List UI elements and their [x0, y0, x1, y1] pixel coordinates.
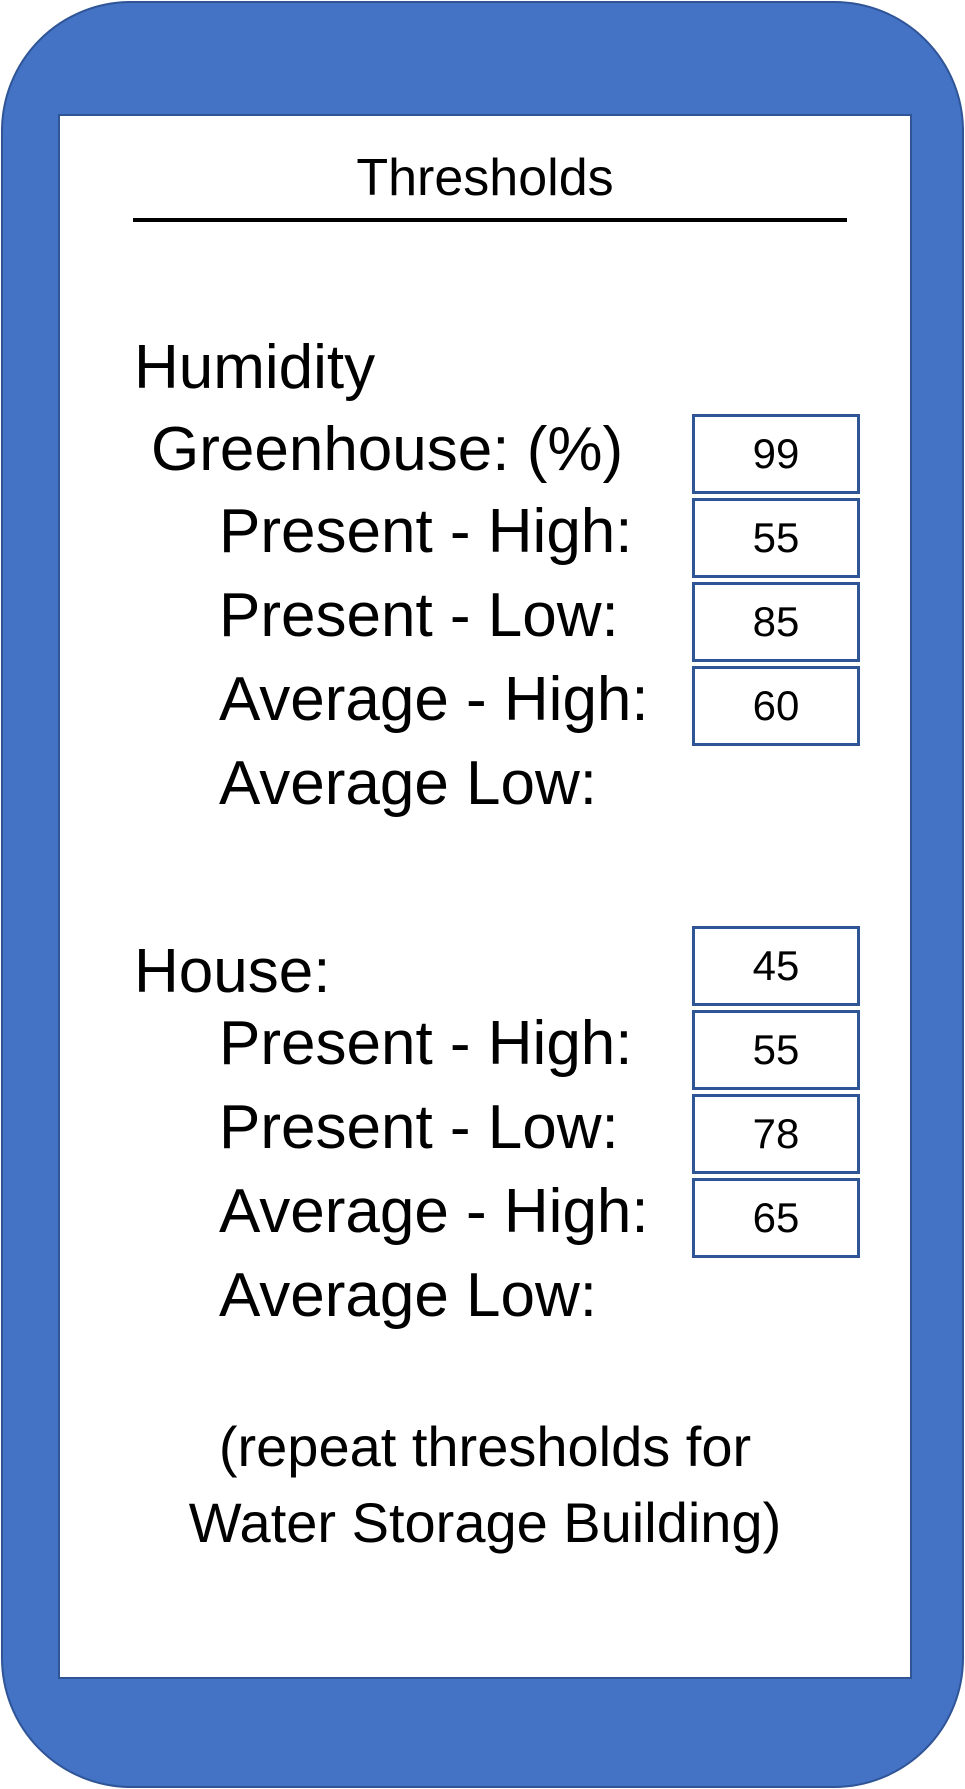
greenhouse-average-high-field[interactable]: 85: [692, 582, 860, 662]
house-average-high-label: Average - High:: [219, 1177, 649, 1246]
greenhouse-average-low-field[interactable]: 60: [692, 666, 860, 746]
house-present-low-label: Present - Low:: [219, 1093, 619, 1162]
greenhouse-present-low-field[interactable]: 55: [692, 498, 860, 578]
greenhouse-present-low-label: Present - Low:: [219, 581, 619, 650]
title-divider: [133, 218, 847, 222]
greenhouse-average-low-label: Average Low:: [219, 749, 597, 818]
repeat-note: (repeat thresholds for Water Storage Bui…: [60, 1409, 910, 1561]
greenhouse-label: Greenhouse: (%): [151, 415, 624, 484]
house-average-low-label: Average Low:: [219, 1261, 597, 1330]
house-present-low-field[interactable]: 55: [692, 1010, 860, 1090]
house-label: House:: [134, 937, 331, 1006]
greenhouse-average-high-label: Average - High:: [219, 665, 649, 734]
house-present-high-field[interactable]: 45: [692, 926, 860, 1006]
house-present-high-label: Present - High:: [219, 1009, 633, 1078]
repeat-note-line-1: (repeat thresholds for: [218, 1415, 752, 1478]
page-title: Thresholds: [356, 149, 614, 207]
house-average-low-field[interactable]: 65: [692, 1178, 860, 1258]
greenhouse-present-high-label: Present - High:: [219, 497, 633, 566]
house-average-high-field[interactable]: 78: [692, 1094, 860, 1174]
section-label-humidity: Humidity: [134, 333, 376, 402]
greenhouse-present-high-field[interactable]: 99: [692, 414, 860, 494]
repeat-note-line-2: Water Storage Building): [188, 1491, 782, 1554]
thresholds-screen: Thresholds Humidity Greenhouse: (%) Pres…: [58, 114, 912, 1679]
